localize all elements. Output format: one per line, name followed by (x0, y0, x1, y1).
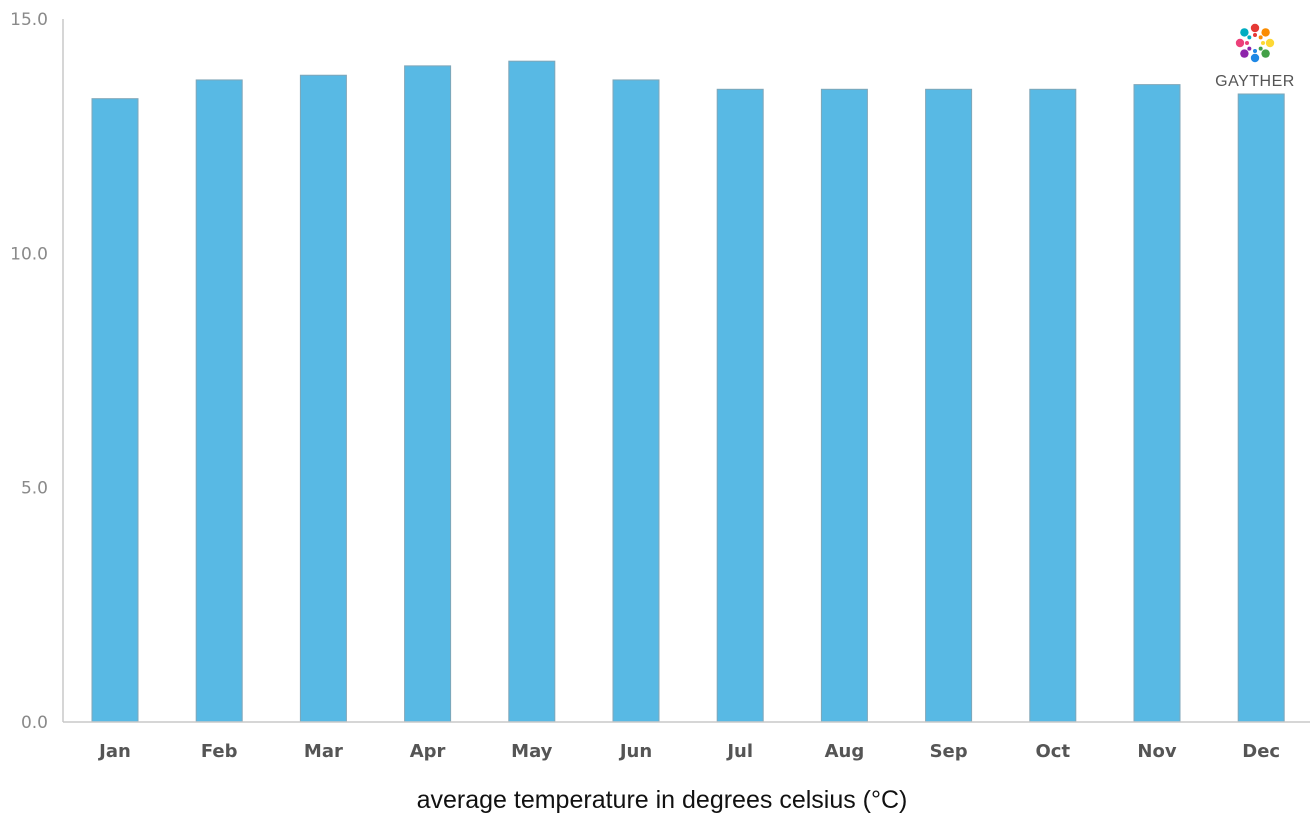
brand-logo: GAYTHER (1215, 23, 1295, 90)
logo-figure-icon (1250, 23, 1260, 33)
logo-figure-icon (1245, 41, 1249, 45)
bar-dec (1237, 93, 1285, 723)
logo-figure-icon (1240, 49, 1249, 58)
logo-figure-icon (1258, 35, 1263, 40)
y-tick-label: 5.0 (21, 479, 48, 499)
logo-figure-icon (1240, 28, 1249, 37)
logo-figure-icon (1261, 49, 1270, 58)
bar-jun (612, 79, 660, 723)
logo-text: GAYTHER (1215, 73, 1295, 90)
logo-figure-icon (1258, 46, 1263, 51)
bar-mar (299, 74, 347, 723)
x-tick-label: Sep (930, 741, 968, 762)
bars (91, 60, 1285, 723)
logo-figure-icon (1253, 33, 1257, 37)
logo-figure-icon (1261, 41, 1265, 45)
x-tick-label: Apr (410, 741, 446, 762)
x-tick-label: Aug (825, 741, 865, 762)
x-tick-label: Jan (97, 741, 131, 762)
y-tick-label: 10.0 (10, 244, 48, 264)
bar-aug (820, 88, 868, 723)
x-tick-label: May (511, 741, 553, 762)
logo-figure-icon (1261, 28, 1270, 37)
axis-lines (62, 19, 1310, 723)
x-tick-label: Nov (1137, 741, 1176, 762)
logo-figure-icon (1235, 38, 1245, 48)
x-tick-label: Jul (725, 741, 753, 762)
bar-oct (1029, 88, 1077, 723)
bar-apr (404, 65, 452, 723)
x-tick-label: Feb (201, 741, 238, 762)
logo-figure-icon (1247, 35, 1252, 40)
logo-figure-icon (1253, 49, 1257, 53)
y-axis: 0.0 5.0 10.0 15.0 (10, 10, 48, 733)
y-tick-label: 15.0 (10, 10, 48, 30)
bar-jul (716, 88, 764, 723)
x-tick-label: Mar (304, 741, 343, 762)
bar-may (508, 60, 556, 723)
x-tick-label: Oct (1036, 741, 1071, 762)
x-tick-label: Dec (1242, 741, 1280, 762)
x-axis-labels: Jan Feb Mar Apr May Jun Jul Aug Sep Oct Nov Dec (97, 741, 1280, 762)
x-tick-label: Jun (618, 741, 652, 762)
logo-figure-icon (1247, 46, 1252, 51)
y-tick-label: 0.0 (21, 713, 48, 733)
bar-nov (1133, 84, 1181, 723)
logo-mark-icon (1235, 23, 1275, 63)
bar-sep (925, 88, 973, 723)
x-axis-title: average temperature in degrees celsius (… (417, 786, 908, 814)
logo-figure-icon (1265, 38, 1275, 48)
bar-feb (195, 79, 243, 723)
logo-figure-icon (1250, 53, 1260, 63)
bar-jan (91, 98, 139, 723)
